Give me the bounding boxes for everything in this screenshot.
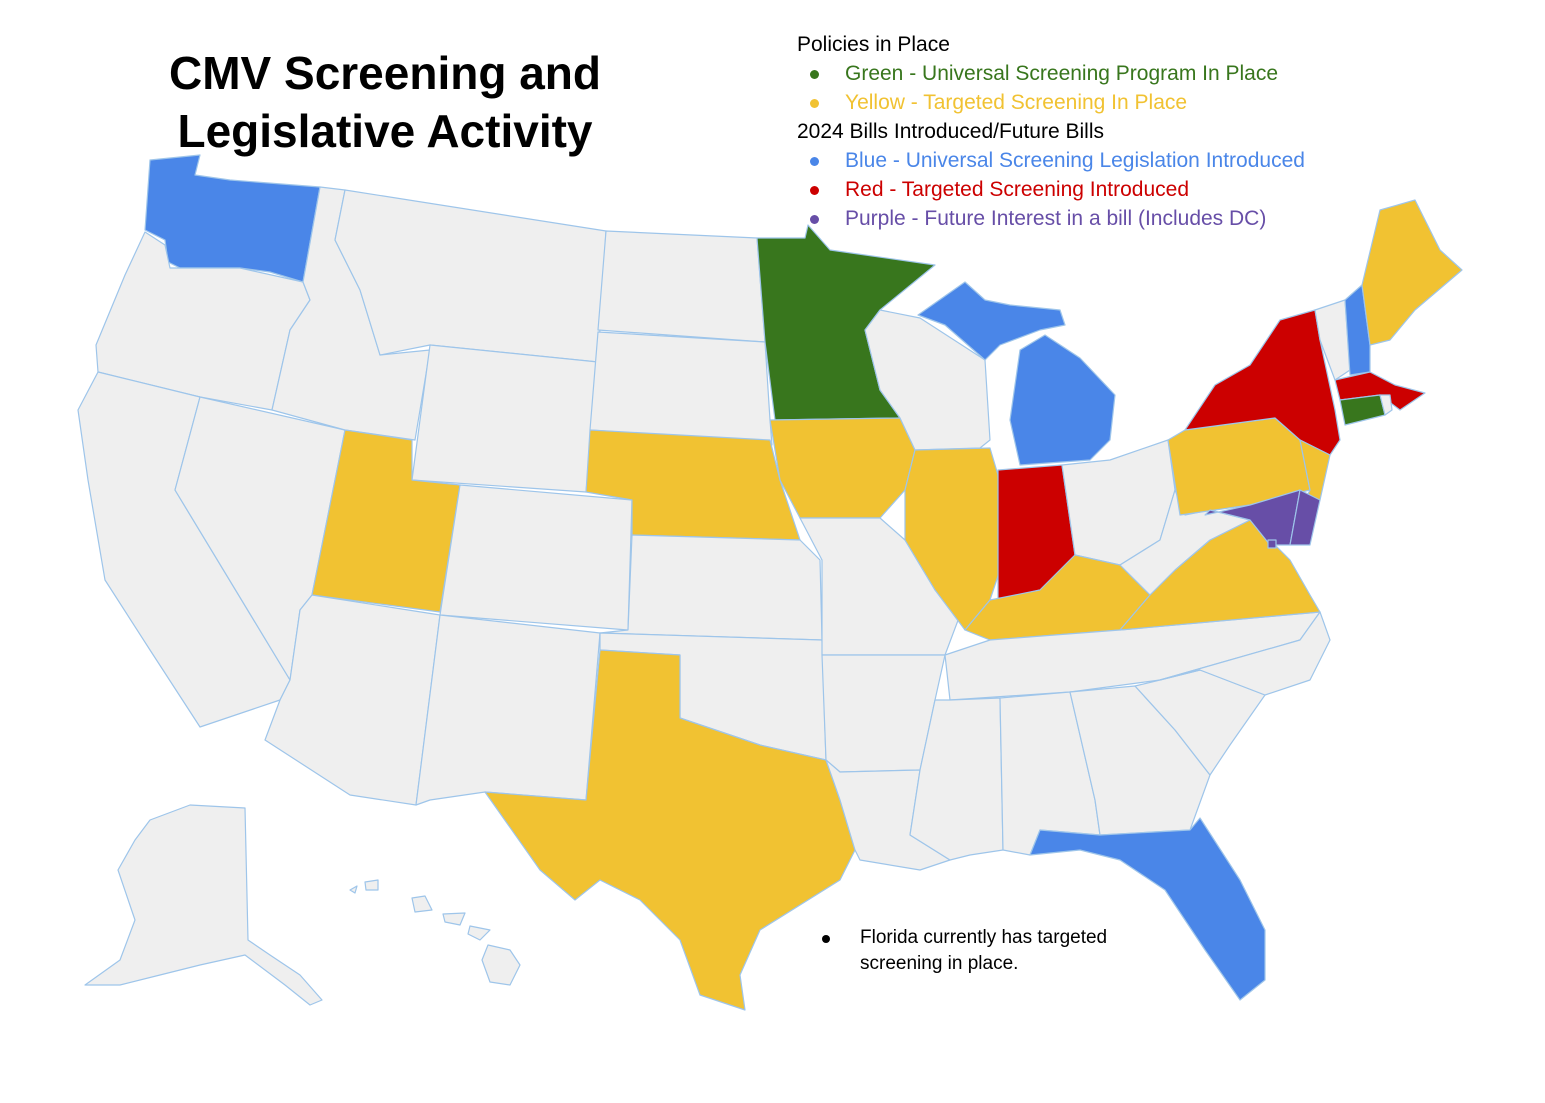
legend: Policies in Place Green - Universal Scre… [797,30,1305,233]
state-mi-lower[interactable] [1009,334,1116,466]
state-nc[interactable] [1159,611,1331,696]
state-wa[interactable] [144,154,321,283]
state-nh[interactable] [1344,284,1371,376]
state-mt[interactable] [334,189,607,363]
purple-dot-icon [810,215,819,224]
state-hi-4[interactable] [442,912,466,926]
green-dot-icon [810,70,819,79]
legend-item-purple: Purple - Future Interest in a bill (Incl… [797,204,1305,233]
state-hi-5[interactable] [467,925,491,941]
state-ct[interactable] [1339,394,1386,426]
map-title-line1: CMV Screening and [169,47,601,99]
state-ak[interactable] [84,804,323,1006]
legend-green-label: Green - Universal Screening Program In P… [845,62,1279,85]
state-hi-3[interactable] [411,895,433,913]
state-tx[interactable] [484,649,856,1011]
legend-policies-heading: Policies in Place [797,33,950,56]
state-nm[interactable] [415,614,601,806]
state-la[interactable] [825,759,951,871]
red-dot-icon [810,186,819,195]
state-co[interactable] [439,484,633,631]
state-ri[interactable] [1379,394,1393,416]
florida-note: Florida currently has targeted screening… [822,925,1160,977]
state-de[interactable] [1289,489,1321,546]
state-nd[interactable] [597,230,766,343]
state-sd[interactable] [589,331,773,446]
legend-blue-label: Blue - Universal Screening Legislation I… [845,149,1305,172]
state-fl[interactable] [1029,817,1266,1001]
state-wy[interactable] [411,344,599,493]
legend-item-blue: Blue - Universal Screening Legislation I… [797,146,1305,175]
legend-purple-label: Purple - Future Interest in a bill (Incl… [845,207,1267,230]
legend-item-red: Red - Targeted Screening Introduced [797,175,1305,204]
blue-dot-icon [810,157,819,166]
state-md[interactable] [1204,489,1301,546]
bullet-icon [822,935,830,943]
state-hi-6[interactable] [481,944,521,986]
map-title: CMV Screening and Legislative Activity [150,44,620,160]
legend-yellow-label: Yellow - Targeted Screening In Place [845,91,1188,114]
state-hi-2[interactable] [364,879,379,891]
florida-note-text: Florida currently has targeted screening… [860,927,1108,974]
state-vt[interactable] [1314,299,1351,381]
map-title-line2: Legislative Activity [177,105,593,157]
state-me[interactable] [1361,199,1463,346]
state-ks[interactable] [599,534,823,641]
state-dc[interactable] [1267,539,1277,549]
legend-item-green: Green - Universal Screening Program In P… [797,59,1305,88]
state-mi-upper[interactable] [917,281,1066,361]
yellow-dot-icon [810,99,819,108]
legend-red-label: Red - Targeted Screening Introduced [845,178,1189,201]
legend-bills-heading: 2024 Bills Introduced/Future Bills [797,120,1104,143]
state-hi-1[interactable] [349,885,358,894]
state-ia[interactable] [769,417,916,519]
legend-item-yellow: Yellow - Targeted Screening In Place [797,88,1305,117]
state-ny[interactable] [1184,309,1341,456]
